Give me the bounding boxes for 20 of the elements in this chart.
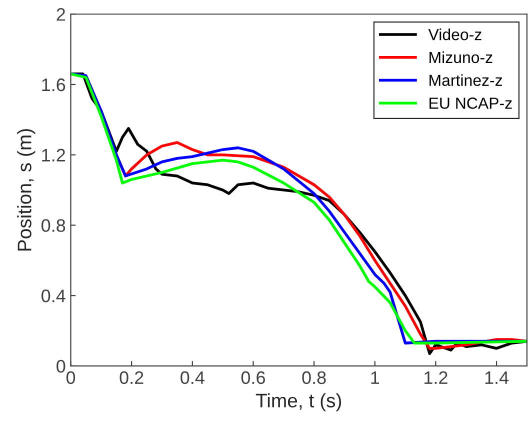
y-tick-label: 2 xyxy=(56,8,65,21)
x-tick-label: 1 xyxy=(371,371,380,384)
y-tick-label: 0.4 xyxy=(42,290,66,302)
x-tick-label: 0.2 xyxy=(120,371,144,384)
x-axis-title: Time, t (s) xyxy=(256,393,342,412)
x-tick-label: 0 xyxy=(66,371,76,384)
y-axis-title: Position, s (m) xyxy=(17,129,36,251)
x-tick-label: 0.4 xyxy=(180,371,204,384)
x-tick-label: 1.4 xyxy=(485,371,509,384)
x-tick-label: 0.6 xyxy=(241,371,265,384)
legend-label: Martinez-z xyxy=(430,74,502,86)
legend-label: Mizuno-z xyxy=(430,51,492,64)
legend-label: EU NCAP-z xyxy=(430,98,512,109)
y-tick-label: 0.8 xyxy=(42,219,66,232)
x-tick-label: 1.2 xyxy=(424,371,448,384)
y-tick-label: 1.6 xyxy=(42,78,66,92)
legend-label: Video-z xyxy=(428,28,482,40)
y-tick-label: 0 xyxy=(56,360,66,373)
x-tick-label: 0.8 xyxy=(302,371,326,384)
y-tick-label: 1.2 xyxy=(42,148,65,162)
